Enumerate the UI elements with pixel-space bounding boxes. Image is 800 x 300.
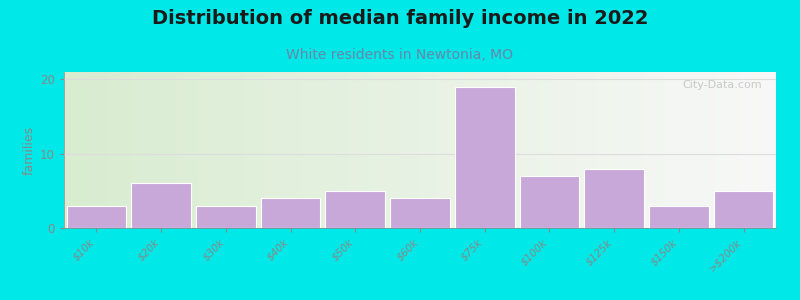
Bar	[585, 169, 644, 228]
Bar	[390, 198, 450, 228]
Bar	[66, 206, 126, 228]
Bar	[131, 183, 191, 228]
Bar	[261, 198, 320, 228]
Text: City-Data.com: City-Data.com	[682, 80, 762, 90]
Text: Distribution of median family income in 2022: Distribution of median family income in …	[152, 9, 648, 28]
Bar	[455, 87, 514, 228]
Bar	[520, 176, 579, 228]
Bar	[714, 191, 774, 228]
Y-axis label: families: families	[23, 125, 36, 175]
Bar	[326, 191, 385, 228]
Bar	[649, 206, 709, 228]
Text: White residents in Newtonia, MO: White residents in Newtonia, MO	[286, 48, 514, 62]
Bar	[196, 206, 255, 228]
